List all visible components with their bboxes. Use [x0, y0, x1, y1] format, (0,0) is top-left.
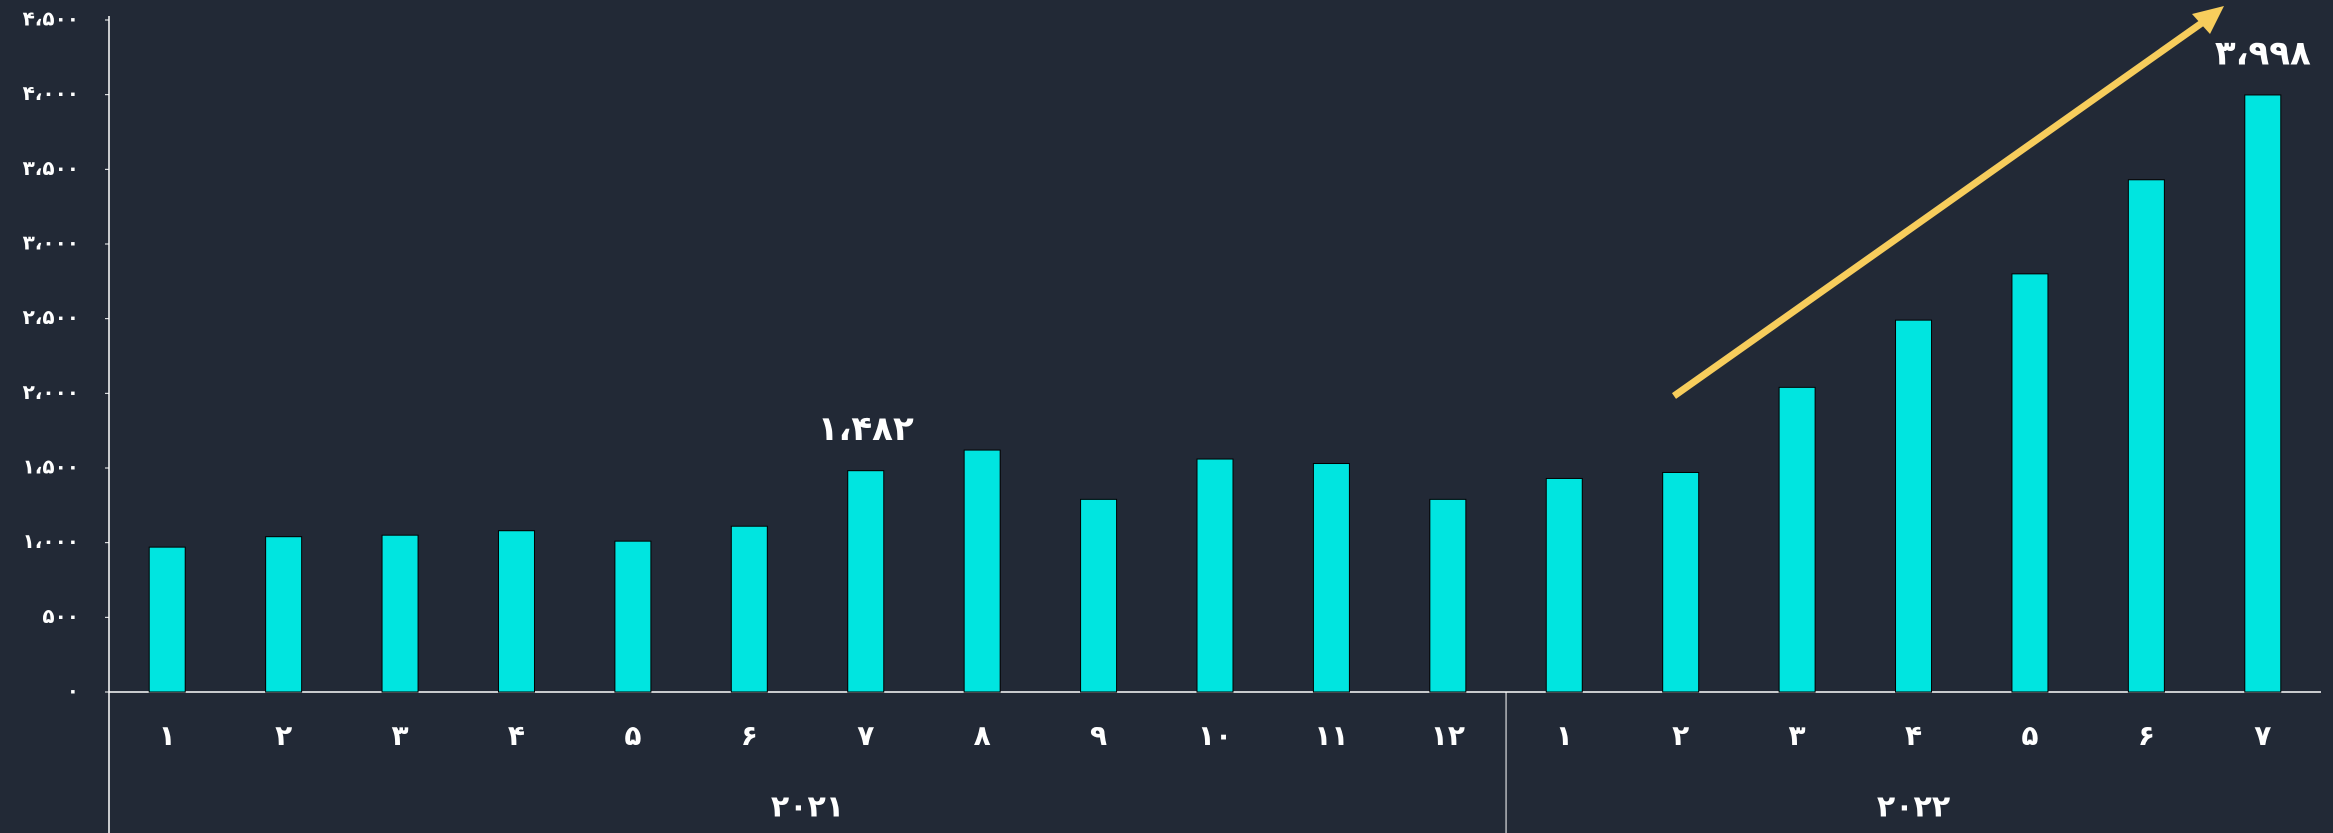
bar	[2127, 179, 2165, 693]
x-tick-label: ۴	[508, 719, 525, 752]
x-tick-label: ۲	[1672, 719, 1689, 752]
x-tick-label: ۷	[857, 719, 874, 752]
group-label: ۲۰۲۲	[1877, 790, 1950, 825]
x-tick-label: ۵	[2021, 719, 2038, 752]
bar	[381, 534, 419, 693]
y-tick-label: ۳،۵۰۰	[23, 156, 79, 180]
data-label: ۱،۴۸۲	[818, 409, 914, 449]
x-tick-label: ۷	[2254, 719, 2271, 752]
bar	[1662, 471, 1700, 693]
x-tick-label: ۲	[275, 719, 292, 752]
trend-arrow	[1671, 17, 2209, 399]
bar	[2011, 273, 2049, 693]
bar	[1080, 498, 1118, 693]
bar	[497, 530, 535, 693]
bar	[847, 470, 885, 693]
y-tick-label: ۲،۰۰۰	[23, 380, 79, 404]
bar	[963, 449, 1001, 693]
bar	[1429, 498, 1467, 693]
y-tick-label: ۴،۰۰۰	[23, 81, 79, 105]
y-tick-label: ۳،۰۰۰	[23, 231, 79, 255]
bar	[1196, 458, 1234, 693]
trend-arrow-head	[2192, 6, 2224, 34]
y-tick-label: ۰	[67, 679, 79, 703]
y-tick-label: ۲،۵۰۰	[23, 305, 79, 329]
bar	[1895, 319, 1933, 693]
x-tick-label: ۹	[1090, 719, 1107, 752]
x-tick-label: ۱۰	[1198, 719, 1232, 752]
bar	[1312, 463, 1350, 693]
x-tick-label: ۶	[2138, 719, 2155, 752]
x-tick-label: ۶	[741, 719, 758, 752]
bar	[1545, 477, 1583, 693]
y-tick-label: ۴،۵۰۰	[23, 7, 79, 31]
x-tick-label: ۴	[1905, 719, 1922, 752]
x-tick-label: ۸	[974, 719, 991, 752]
group-label: ۲۰۲۱	[771, 790, 844, 825]
bar	[614, 540, 652, 693]
data-label: ۳،۹۹۸	[2215, 33, 2311, 73]
x-tick-label: ۳	[392, 719, 409, 752]
x-tick-label: ۱	[1556, 719, 1573, 752]
bar	[265, 536, 303, 693]
x-tick-label: ۱۲	[1431, 719, 1465, 752]
x-tick-label: ۱۱	[1314, 719, 1348, 752]
bar	[1778, 386, 1816, 693]
x-tick-label: ۱	[159, 719, 176, 752]
x-tick-label: ۵	[624, 719, 641, 752]
y-tick-label: ۱،۵۰۰	[23, 455, 79, 479]
bar	[148, 546, 186, 693]
y-tick-label: ۵۰۰	[42, 604, 79, 628]
bar	[2244, 94, 2282, 693]
bar	[730, 525, 768, 693]
x-tick-label: ۳	[1789, 719, 1806, 752]
y-tick-label: ۱،۰۰۰	[23, 529, 79, 553]
